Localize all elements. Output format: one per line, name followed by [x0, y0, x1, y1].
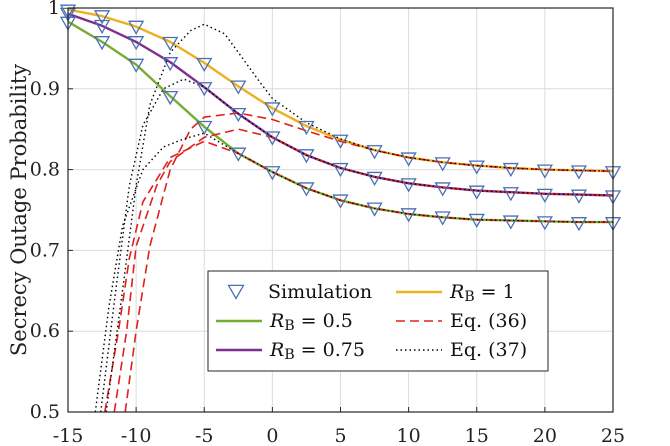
axis-ticks: -15 -10 -5 0 5 10 15 20 25 0.5 0.6 0.7 0.8 0.9 1: [30, 0, 625, 446]
simulation-point: [400, 178, 417, 193]
series-line: [94, 132, 613, 413]
simulation-point: [93, 36, 111, 51]
y-tick-label: 0.8: [30, 159, 60, 181]
simulation-point: [230, 80, 247, 95]
simulation-point: [230, 147, 247, 162]
x-tick-label: 25: [601, 425, 625, 446]
x-tick-label: -5: [195, 425, 214, 446]
simulation-point: [468, 213, 485, 229]
legend-label: Simulation: [268, 281, 372, 303]
simulation-point: [468, 160, 485, 175]
legend-entry: RB = 1: [396, 281, 515, 305]
simulation-point: [298, 182, 315, 197]
y-tick-label: 0.5: [30, 401, 60, 423]
legend-marker-icon: [227, 284, 245, 300]
simulation-point: [162, 57, 179, 72]
simulation-point: [264, 131, 281, 146]
simulation-point: [93, 19, 111, 35]
simulation-point: [570, 189, 588, 204]
simulation-point: [332, 134, 349, 149]
x-tick-label: 10: [397, 425, 421, 446]
simulation-point: [298, 149, 315, 164]
simulation-point: [366, 145, 383, 160]
simulation-point: [162, 90, 179, 106]
x-tick-label: 5: [334, 425, 346, 446]
y-tick-label: 0.9: [30, 78, 60, 100]
legend-entry: Simulation: [227, 281, 372, 303]
simulation-point: [230, 107, 247, 123]
simulation-point: [264, 166, 281, 181]
simulation-point: [298, 120, 315, 136]
legend-label: Eq. (37): [450, 339, 527, 361]
simulation-point: [128, 36, 145, 51]
x-tick-label: 0: [266, 425, 278, 446]
legend: Simulation RB = 1 RB = 0.5 Eq. (36) RB = 0.7…: [207, 270, 549, 372]
y-axis-label: Secrecy Outage Probability: [7, 64, 31, 356]
legend-label: RB = 0.75: [269, 339, 365, 363]
simulation-point: [502, 215, 519, 230]
simulation-point: [332, 162, 349, 178]
legend-entry: RB = 0.75: [216, 339, 365, 363]
simulation-point: [128, 58, 145, 73]
simulation-point: [434, 182, 451, 197]
simulation-point: [434, 211, 451, 226]
simulation-point: [536, 216, 553, 231]
x-tick-label: -15: [53, 425, 84, 446]
simulation-point: [366, 171, 383, 186]
y-tick-label: 0.7: [30, 239, 60, 261]
x-tick-label: 15: [465, 425, 489, 446]
legend-label: RB = 1: [449, 281, 515, 305]
simulation-point: [196, 82, 213, 97]
simulation-point: [570, 217, 588, 232]
series-line: [105, 23, 614, 413]
simulation-point: [468, 185, 485, 200]
x-tick-label: 20: [533, 425, 557, 446]
legend-label: Eq. (36): [450, 310, 527, 332]
simulation-point: [162, 36, 179, 52]
simulation-point: [570, 165, 588, 180]
simulation-point: [400, 208, 417, 223]
y-tick-label: 0.6: [30, 320, 60, 342]
simulation-point: [196, 120, 213, 136]
simulation-point: [264, 102, 281, 117]
simulation-point: [196, 57, 213, 73]
legend-label: RB = 0.5: [269, 310, 353, 334]
simulation-point: [536, 188, 553, 203]
simulation-point: [128, 20, 145, 35]
y-tick-label: 1: [48, 0, 60, 19]
legend-box: [207, 270, 549, 372]
simulation-point: [536, 164, 553, 179]
legend-entry: RB = 0.5: [216, 310, 353, 334]
simulation-point: [366, 202, 383, 217]
series-layer: [67, 8, 614, 413]
legend-entry: Eq. (36): [396, 310, 527, 332]
simulation-point: [434, 157, 451, 172]
simulation-point: [400, 152, 417, 167]
simulation-point: [332, 194, 349, 209]
simulation-point: [502, 162, 519, 178]
legend-entry: Eq. (37): [396, 339, 527, 361]
simulation-point: [502, 187, 519, 202]
simulation-point: [59, 4, 77, 19]
simulation-point: [93, 10, 111, 25]
x-tick-label: -10: [121, 425, 152, 446]
